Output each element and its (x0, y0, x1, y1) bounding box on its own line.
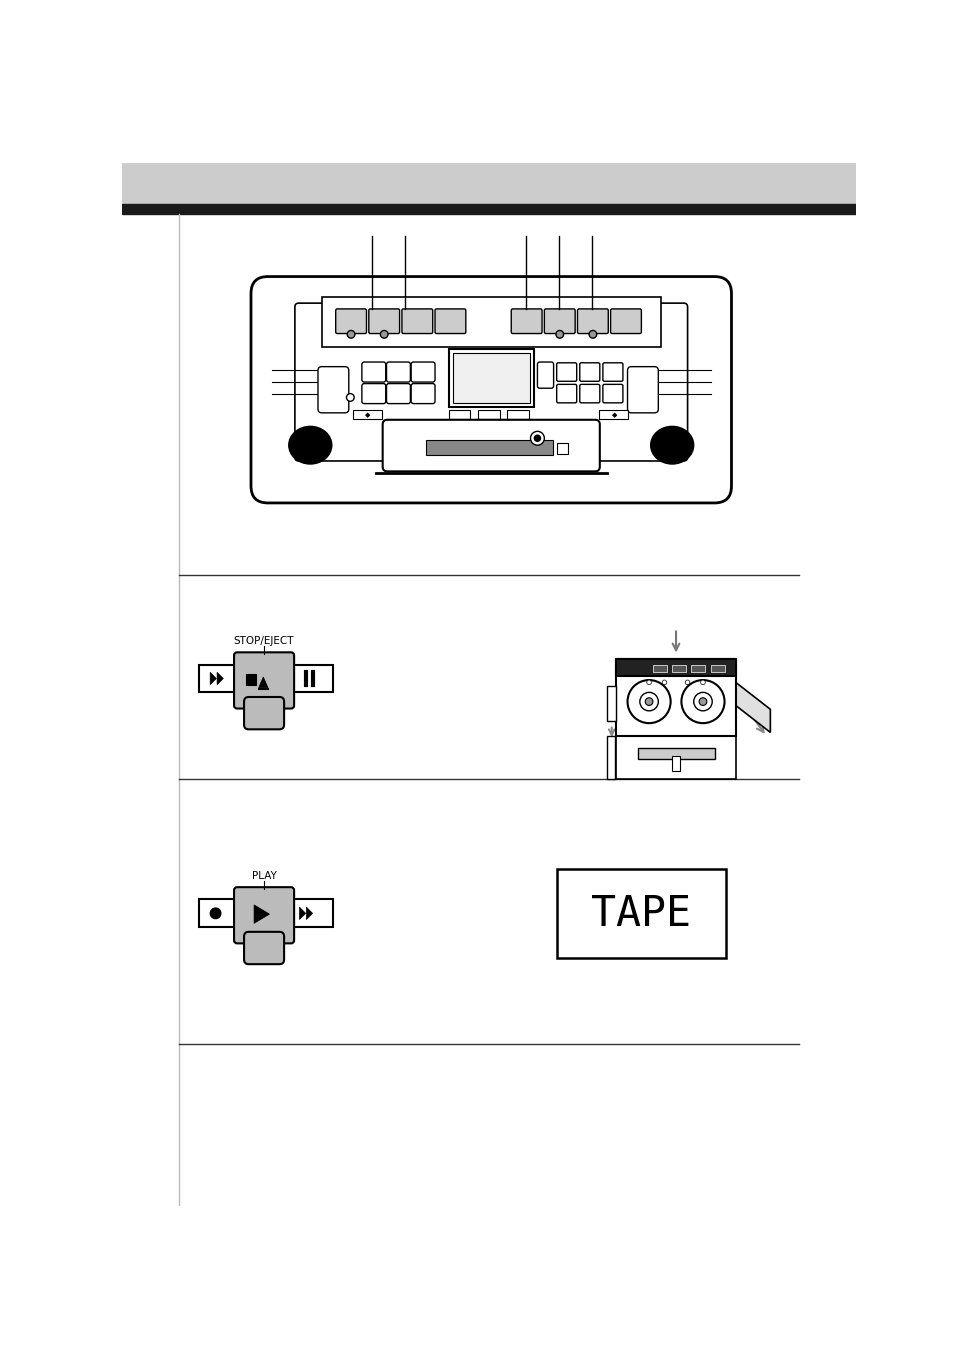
Polygon shape (299, 908, 305, 920)
FancyBboxPatch shape (537, 362, 553, 389)
FancyBboxPatch shape (577, 309, 608, 333)
FancyBboxPatch shape (411, 383, 435, 404)
Text: STOP/EJECT: STOP/EJECT (233, 635, 294, 646)
FancyBboxPatch shape (244, 932, 284, 965)
Text: TAPE: TAPE (591, 893, 691, 935)
Bar (691, 665, 704, 672)
Circle shape (700, 680, 704, 684)
Bar (616, 660, 735, 676)
FancyBboxPatch shape (602, 385, 622, 402)
Bar (557, 870, 725, 958)
Bar (672, 665, 685, 672)
FancyBboxPatch shape (233, 888, 294, 943)
Bar (453, 354, 529, 404)
FancyBboxPatch shape (557, 385, 577, 402)
Text: ◆: ◆ (365, 412, 371, 419)
FancyBboxPatch shape (386, 383, 410, 404)
Circle shape (627, 680, 670, 724)
Bar (557, 443, 568, 454)
Bar (672, 756, 679, 771)
FancyBboxPatch shape (317, 367, 349, 413)
FancyBboxPatch shape (435, 309, 465, 333)
Bar (477, 409, 499, 419)
FancyBboxPatch shape (579, 385, 599, 402)
FancyBboxPatch shape (382, 420, 599, 472)
FancyBboxPatch shape (369, 309, 399, 333)
Bar (606, 686, 616, 721)
Circle shape (347, 331, 355, 339)
FancyBboxPatch shape (233, 652, 294, 709)
Ellipse shape (650, 427, 693, 463)
FancyBboxPatch shape (511, 309, 541, 333)
Ellipse shape (289, 427, 331, 463)
Bar (121, 205, 856, 214)
FancyBboxPatch shape (579, 363, 599, 381)
FancyBboxPatch shape (544, 309, 575, 333)
Circle shape (699, 698, 706, 706)
FancyBboxPatch shape (386, 362, 410, 382)
Polygon shape (217, 672, 223, 684)
Polygon shape (258, 678, 268, 688)
FancyBboxPatch shape (557, 363, 577, 381)
Circle shape (556, 331, 563, 339)
Polygon shape (210, 672, 216, 684)
FancyBboxPatch shape (627, 367, 658, 413)
Circle shape (380, 331, 388, 339)
Circle shape (639, 692, 658, 711)
Bar (652, 665, 666, 672)
Bar (507, 409, 528, 419)
Circle shape (680, 680, 723, 724)
Circle shape (684, 680, 689, 684)
FancyBboxPatch shape (401, 309, 433, 333)
Text: ◆: ◆ (611, 412, 617, 419)
Bar (321, 297, 659, 347)
Circle shape (530, 431, 544, 446)
FancyBboxPatch shape (294, 304, 687, 461)
Polygon shape (306, 908, 313, 920)
Circle shape (646, 680, 651, 684)
Bar (616, 660, 735, 736)
Bar (606, 736, 614, 779)
Bar (449, 409, 470, 419)
Bar (198, 900, 333, 927)
Circle shape (693, 692, 712, 711)
Bar (246, 673, 255, 684)
FancyBboxPatch shape (610, 309, 640, 333)
Circle shape (644, 698, 652, 706)
Polygon shape (253, 905, 269, 923)
Bar (425, 440, 552, 455)
FancyBboxPatch shape (335, 309, 366, 333)
FancyBboxPatch shape (361, 362, 385, 382)
Bar (353, 409, 381, 419)
Circle shape (661, 680, 666, 684)
FancyBboxPatch shape (361, 383, 385, 404)
Circle shape (588, 331, 596, 339)
Bar (449, 350, 533, 406)
Polygon shape (735, 683, 770, 733)
FancyBboxPatch shape (251, 276, 731, 503)
FancyBboxPatch shape (244, 696, 284, 729)
FancyBboxPatch shape (602, 363, 622, 381)
Bar (710, 665, 723, 672)
Bar (598, 409, 628, 419)
Circle shape (346, 393, 354, 401)
Bar (198, 665, 333, 692)
Bar (121, 163, 856, 205)
Bar (637, 748, 714, 759)
Bar (616, 736, 735, 779)
Ellipse shape (210, 908, 221, 919)
Text: PLAY: PLAY (252, 871, 276, 881)
FancyBboxPatch shape (411, 362, 435, 382)
Circle shape (534, 435, 540, 442)
